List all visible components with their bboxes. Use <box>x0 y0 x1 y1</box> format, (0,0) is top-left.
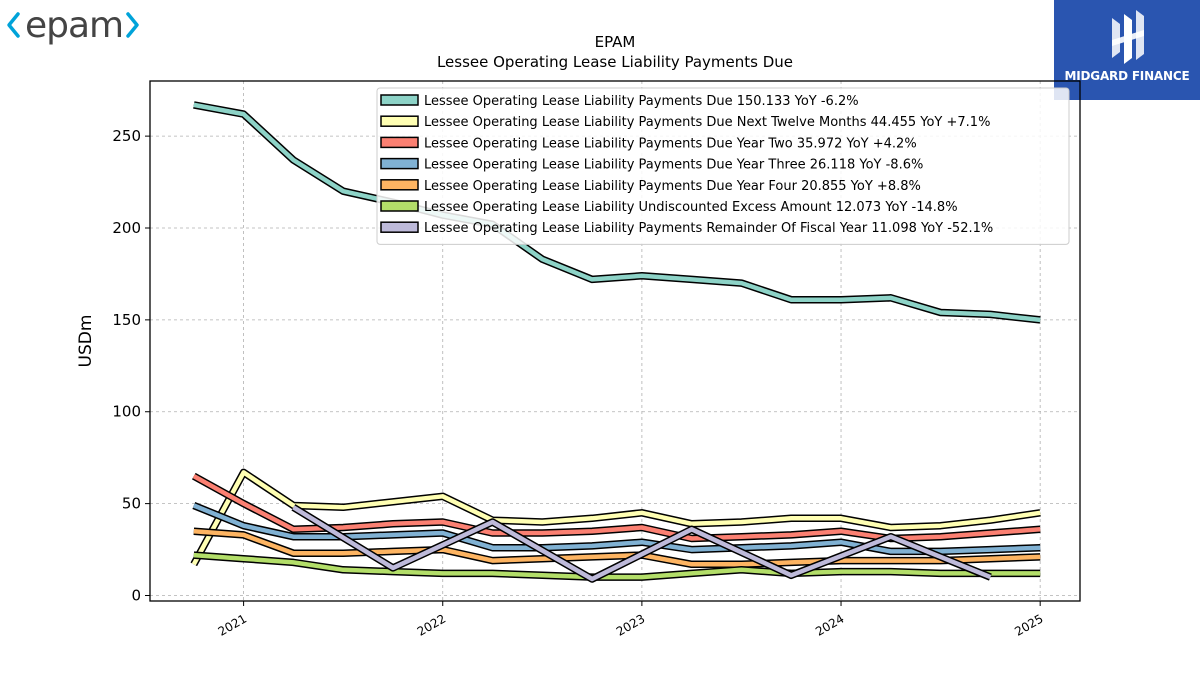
y-axis-label: USDm <box>76 315 96 368</box>
legend-entry-3: Lessee Operating Lease Liability Payment… <box>424 158 923 173</box>
legend: Lessee Operating Lease Liability Payment… <box>376 87 1070 245</box>
plot-frame <box>149 80 1081 602</box>
series-line-5 <box>193 552 1041 580</box>
x-tick-label: 2022 <box>415 611 448 638</box>
legend-entry-1: Lessee Operating Lease Liability Payment… <box>424 115 990 130</box>
x-tick-label: 2025 <box>1012 611 1045 638</box>
legend-swatch-2 <box>380 136 419 149</box>
midgard-finance-logo: MIDGARD FINANCE <box>1054 0 1200 100</box>
legend-swatch-3 <box>380 157 419 170</box>
y-tick-label: 50 <box>122 495 141 513</box>
legend-entry-4: Lessee Operating Lease Liability Payment… <box>424 179 921 194</box>
y-tick-label: 100 <box>112 403 141 421</box>
legend-entry-5: Lessee Operating Lease Liability Undisco… <box>424 200 958 215</box>
series-line-0 <box>193 102 1041 323</box>
chart-title: EPAM <box>595 33 636 51</box>
legend-box <box>376 87 1070 245</box>
series-layer <box>190 101 1041 583</box>
series-line-4 <box>193 528 1041 567</box>
epam-logo-text: epam <box>25 5 123 46</box>
y-tick-label: 250 <box>112 127 141 145</box>
chart-subtitle: Lessee Operating Lease Liability Payment… <box>437 53 793 71</box>
series-line-6 <box>292 505 992 582</box>
x-tick-label: 2023 <box>614 611 647 638</box>
legend-entry-0: Lessee Operating Lease Liability Payment… <box>424 94 859 109</box>
legend-swatch-1 <box>380 115 419 127</box>
legend-entry-2: Lessee Operating Lease Liability Payment… <box>424 136 917 151</box>
legend-entry-6: Lessee Operating Lease Liability Payment… <box>424 221 993 236</box>
legend-swatch-0 <box>380 94 419 106</box>
legend-swatch-6 <box>380 221 419 233</box>
epam-logo: epam <box>4 2 144 52</box>
legend-swatch-4 <box>380 179 419 191</box>
legend-swatch-5 <box>380 200 419 212</box>
x-tick-label: 2024 <box>813 611 846 638</box>
y-tick-label: 0 <box>131 586 141 604</box>
midgard-emblem-icon <box>1112 10 1144 64</box>
midgard-logo-text: MIDGARD FINANCE <box>1064 69 1190 83</box>
x-tick-label: 2021 <box>216 611 249 638</box>
series-line-1 <box>191 470 1041 566</box>
y-tick-label: 150 <box>112 311 141 329</box>
y-tick-label: 200 <box>112 219 141 237</box>
